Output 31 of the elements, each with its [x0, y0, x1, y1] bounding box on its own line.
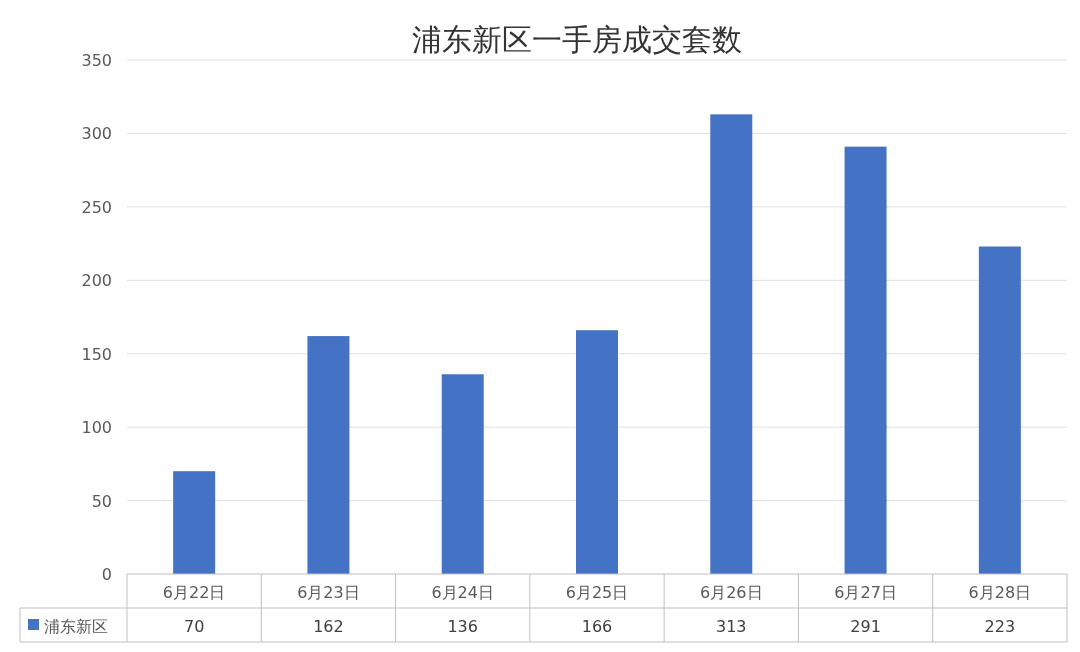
bar: [173, 471, 216, 574]
y-tick-label: 300: [81, 124, 112, 144]
x-tick-label: 6月27日: [834, 583, 897, 602]
bar: [844, 146, 887, 574]
x-tick-label: 6月26日: [700, 583, 763, 602]
bar: [710, 114, 753, 574]
y-tick-label: 50: [91, 491, 112, 511]
data-label: 223: [984, 617, 1016, 636]
data-label: 136: [447, 617, 478, 636]
bar: [441, 374, 484, 574]
bar: [307, 336, 350, 574]
y-tick-label: 250: [81, 197, 112, 217]
data-label: 291: [850, 617, 881, 636]
bar: [978, 246, 1021, 574]
x-tick-label: 6月25日: [565, 583, 629, 602]
data-label: 313: [716, 617, 747, 636]
x-tick-label: 6月22日: [162, 583, 226, 602]
y-tick-label: 350: [81, 51, 112, 70]
chart-title: 浦东新区一手房成交套数: [412, 22, 742, 57]
y-tick-label: 200: [81, 271, 112, 291]
data-label: 70: [183, 617, 205, 636]
data-label: 162: [313, 617, 344, 636]
y-tick-label: 0: [101, 565, 112, 584]
bar: [576, 330, 618, 574]
x-tick-label: 6月28日: [968, 583, 1032, 602]
x-tick-label: 6月24日: [431, 583, 494, 602]
x-tick-label: 6月23日: [297, 583, 360, 602]
legend-label: 浦东新区: [44, 617, 108, 636]
data-label: 166: [581, 617, 613, 636]
y-tick-label: 100: [81, 418, 112, 438]
y-tick-label: 150: [81, 344, 112, 364]
